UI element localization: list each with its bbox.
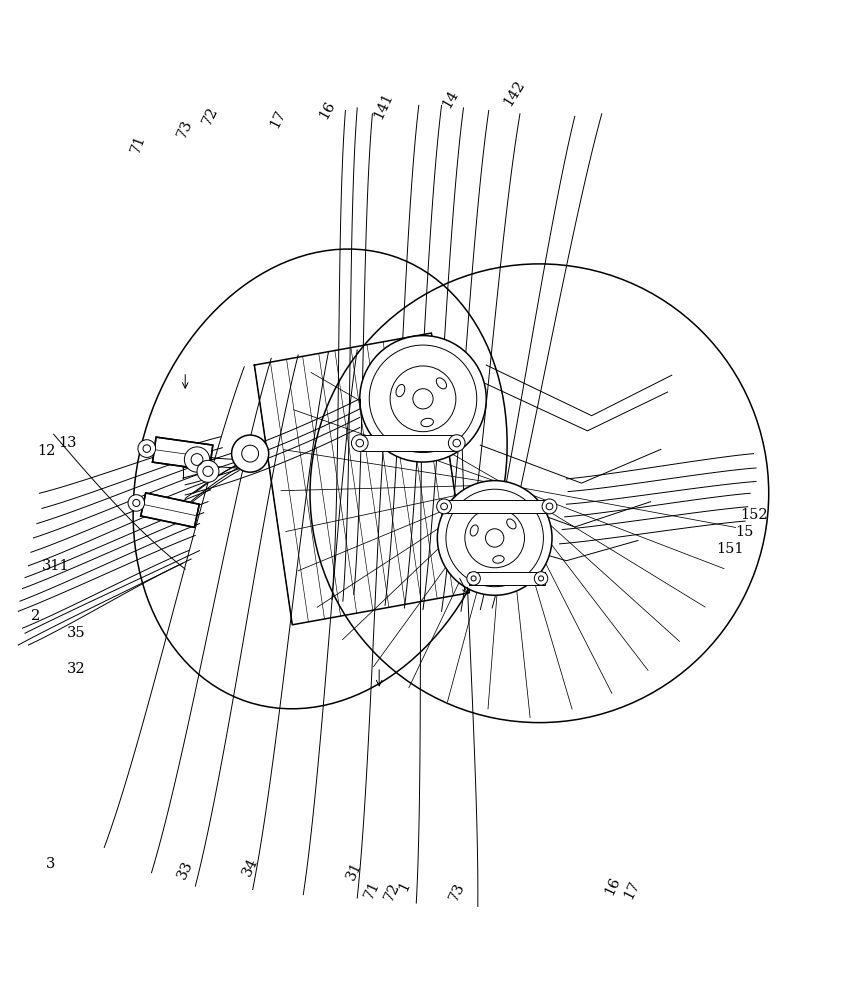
Polygon shape (152, 437, 213, 470)
Text: 17: 17 (622, 878, 642, 901)
Polygon shape (444, 500, 550, 513)
Text: 3: 3 (46, 857, 55, 871)
Text: 311: 311 (41, 559, 69, 573)
Text: 17: 17 (267, 107, 288, 130)
Text: 16: 16 (602, 875, 623, 898)
Circle shape (542, 499, 557, 514)
Ellipse shape (437, 378, 447, 389)
Ellipse shape (421, 418, 433, 427)
Text: 73: 73 (447, 881, 467, 903)
Circle shape (437, 499, 452, 514)
Circle shape (486, 529, 504, 547)
Circle shape (437, 481, 552, 595)
Text: 72: 72 (382, 881, 402, 903)
Circle shape (184, 447, 210, 472)
Text: 152: 152 (740, 508, 767, 522)
Text: 12: 12 (37, 444, 55, 458)
Text: 151: 151 (717, 542, 744, 556)
Text: 71: 71 (129, 133, 148, 155)
Text: 73: 73 (175, 118, 195, 140)
Text: 32: 32 (67, 662, 85, 676)
Circle shape (138, 440, 156, 457)
Text: 15: 15 (735, 525, 754, 539)
Text: 13: 13 (58, 436, 77, 450)
Text: 35: 35 (67, 626, 85, 640)
Text: 71: 71 (362, 878, 382, 901)
Polygon shape (360, 435, 457, 451)
Ellipse shape (396, 384, 405, 397)
Circle shape (232, 435, 269, 472)
Text: 31: 31 (343, 860, 364, 882)
Text: 142: 142 (501, 78, 527, 109)
Ellipse shape (470, 525, 478, 536)
Circle shape (535, 572, 548, 585)
Polygon shape (140, 493, 200, 527)
Circle shape (351, 435, 368, 451)
Text: 141: 141 (371, 90, 396, 121)
Circle shape (448, 435, 465, 451)
Polygon shape (470, 572, 546, 585)
Ellipse shape (507, 519, 516, 529)
Circle shape (128, 495, 145, 511)
Text: 1: 1 (396, 879, 413, 893)
Text: 34: 34 (240, 855, 261, 878)
Text: 2: 2 (31, 609, 40, 623)
Circle shape (467, 572, 481, 585)
Text: 72: 72 (201, 105, 221, 128)
Circle shape (413, 389, 433, 409)
Text: 33: 33 (175, 858, 195, 881)
Circle shape (197, 460, 219, 482)
Text: 16: 16 (316, 99, 338, 122)
Text: 14: 14 (439, 88, 460, 111)
Circle shape (360, 336, 486, 462)
Ellipse shape (492, 556, 504, 563)
